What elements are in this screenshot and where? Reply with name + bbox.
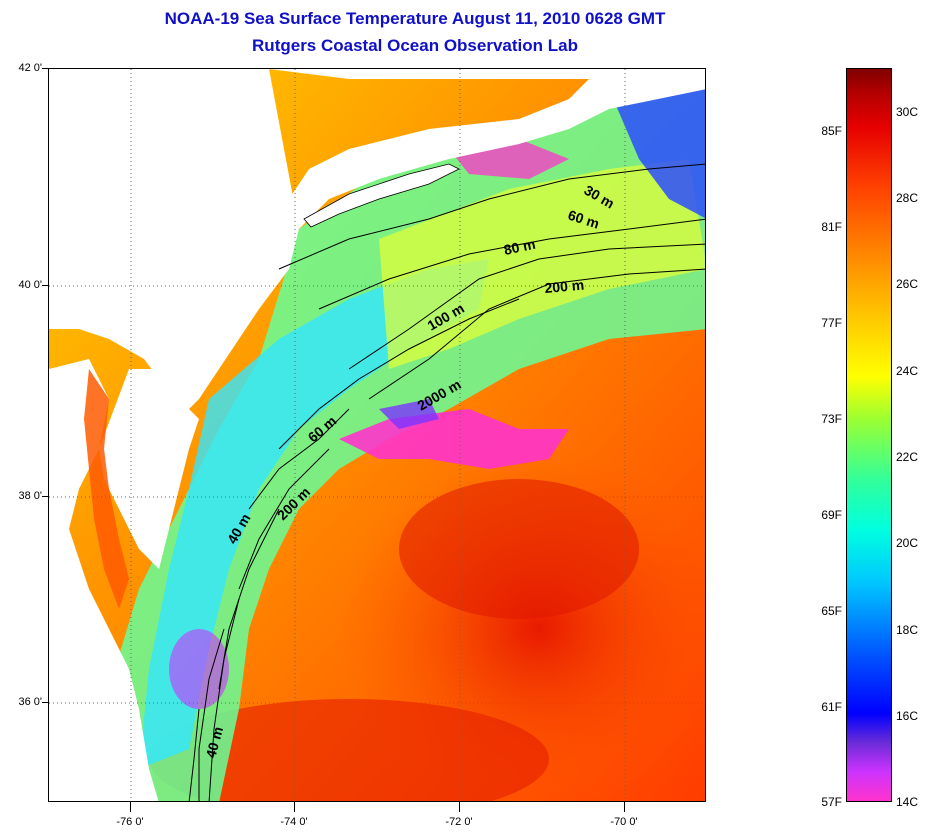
- colorbar-f-label: 73F: [821, 412, 842, 426]
- cold-water-northeast: [609, 79, 705, 218]
- colorbar-c-label: 24C: [896, 364, 919, 378]
- colorbar-f-label: 69F: [821, 508, 842, 522]
- map-title: NOAA-19 Sea Surface Temperature August 1…: [164, 9, 666, 28]
- colorbar-f-label: 65F: [821, 604, 842, 618]
- bathymetry-contours: [188, 163, 705, 801]
- lat-label-40: 40 0': [18, 279, 42, 291]
- depth-label: 200 m: [544, 277, 585, 296]
- colorbar-f-label: 61F: [821, 700, 842, 714]
- graticule: [49, 69, 705, 801]
- lon-label-76: -76 0': [116, 816, 144, 828]
- colorbar-f-label: 57F: [821, 795, 842, 809]
- lat-label-36: 36 0': [18, 696, 42, 708]
- lat-label-42: 42 0': [18, 62, 42, 74]
- lat-tick: [42, 68, 48, 69]
- land-delmarva: [99, 369, 199, 569]
- lon-tick: [459, 802, 460, 812]
- upwelling-patch-2: [379, 399, 439, 429]
- land-long-island: [303, 163, 460, 228]
- land-mid-atlantic: [49, 69, 299, 419]
- colorbar-c-label: 20C: [896, 536, 919, 550]
- colorbar-c-label: 22C: [896, 450, 919, 464]
- lon-label-72: -72 0': [445, 816, 473, 828]
- land-virginia-nc: [49, 359, 159, 801]
- lon-tick: [130, 802, 131, 812]
- warm-core-south: [149, 699, 549, 801]
- lat-tick: [42, 702, 48, 703]
- lat-label-38: 38 0': [18, 490, 42, 502]
- colorbar-c-label: 26C: [896, 277, 919, 291]
- colorbar-f-label: 81F: [821, 220, 842, 234]
- colorbar-c-label: 14C: [896, 795, 919, 809]
- colorbar-c-label: 16C: [896, 709, 919, 723]
- colorbar-c-label: 30C: [896, 105, 919, 119]
- depth-label: 40 m: [202, 725, 226, 760]
- shelf-water-cyan: [139, 259, 489, 769]
- lat-tick: [42, 285, 48, 286]
- map-subtitle: Rutgers Coastal Ocean Observation Lab: [252, 36, 578, 55]
- colorbar-c-label: 18C: [896, 623, 919, 637]
- sst-map: 30 m 60 m 80 m 200 m 100 m 2000 m 60 m 2…: [48, 68, 706, 802]
- lon-label-74: -74 0': [280, 816, 308, 828]
- colorbar-f-label: 85F: [821, 124, 842, 138]
- upwelling-small: [169, 629, 229, 709]
- lon-tick: [624, 802, 625, 812]
- depth-label: 80 m: [502, 236, 537, 258]
- lon-label-70: -70 0': [610, 816, 638, 828]
- colorbar-c-label: 28C: [896, 191, 919, 205]
- land-new-england: [269, 69, 705, 229]
- lon-tick: [294, 802, 295, 812]
- sst-map-canvas: 30 m 60 m 80 m 200 m 100 m 2000 m 60 m 2…: [49, 69, 705, 801]
- warm-core: [399, 479, 639, 619]
- temperature-colorbar: [846, 68, 892, 802]
- lat-tick: [42, 496, 48, 497]
- chesapeake-bay: [84, 369, 129, 609]
- shelf-water-yellow: [379, 159, 705, 369]
- colorbar-f-label: 77F: [821, 316, 842, 330]
